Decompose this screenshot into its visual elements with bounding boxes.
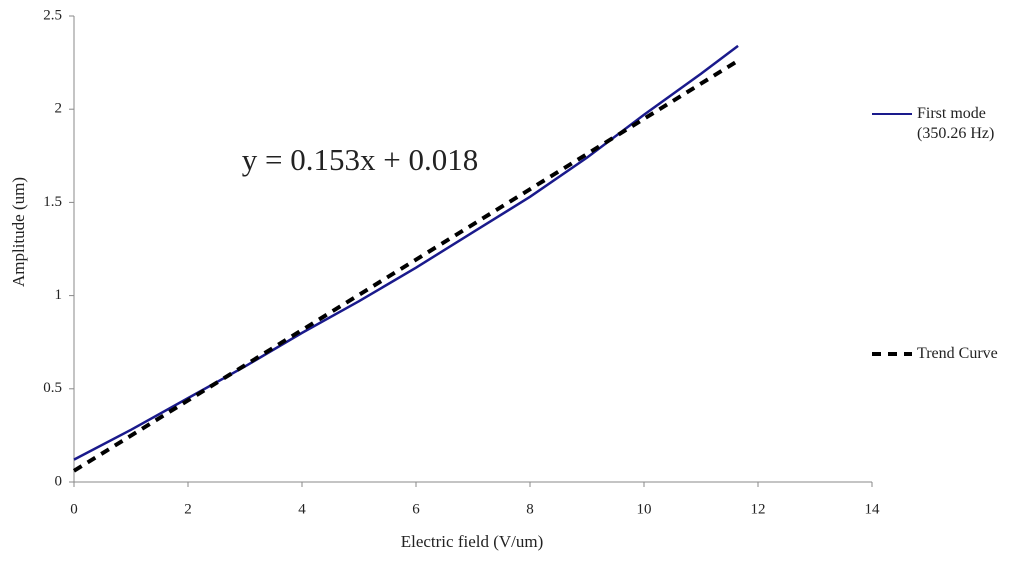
series-line	[73, 44, 739, 461]
x-tick-label: 2	[184, 501, 192, 517]
x-tick-label: 0	[70, 501, 78, 517]
legend-label: Trend Curve	[917, 345, 998, 362]
y-tick-label: 2.5	[43, 7, 62, 23]
x-tick-label: 12	[751, 501, 766, 517]
y-tick-label: 1	[55, 287, 63, 303]
x-tick-label: 6	[412, 501, 420, 517]
y-tick-label: 1.5	[43, 194, 62, 210]
x-tick-label: 14	[865, 501, 881, 517]
x-tick-label: 4	[298, 501, 306, 517]
series-line	[72, 59, 740, 473]
x-axis-title: Electric field (V/um)	[401, 532, 544, 551]
x-tick-label: 10	[637, 501, 652, 517]
y-tick-label: 2	[55, 101, 63, 117]
y-tick-label: 0.5	[43, 380, 62, 396]
y-tick-label: 0	[55, 473, 63, 489]
equation: y = 0.153x + 0.018	[242, 142, 478, 177]
y-axis-title: Amplitude (um)	[9, 177, 28, 287]
x-tick-label: 8	[526, 501, 534, 517]
legend-label: First mode (350.26 Hz)	[917, 105, 995, 142]
